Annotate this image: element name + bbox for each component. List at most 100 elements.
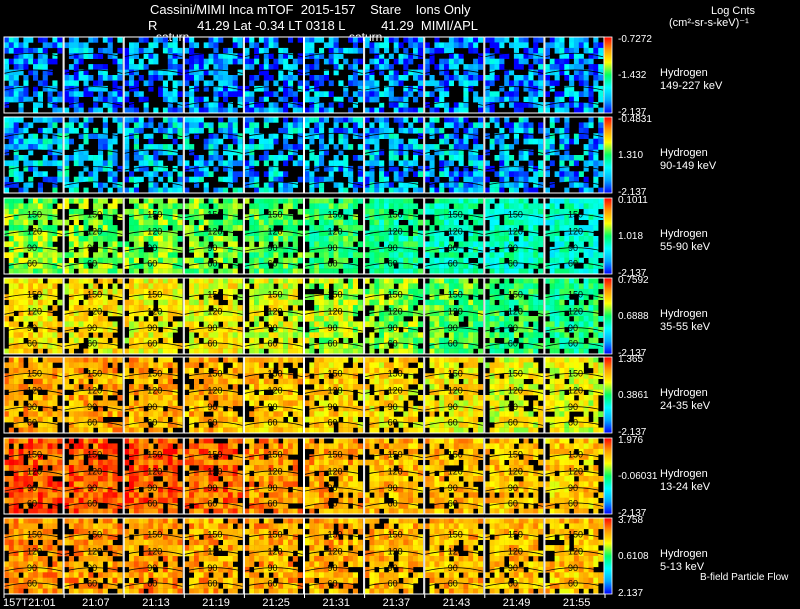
contour-label: 150 xyxy=(267,450,282,460)
heatmap-frame xyxy=(3,116,64,194)
contour-label: 60 xyxy=(27,258,37,268)
heatmap-frame xyxy=(63,116,124,194)
contour-label: 90 xyxy=(568,563,578,573)
heatmap-frame: 150 120 90 60 xyxy=(304,517,365,595)
contour-label: 60 xyxy=(207,578,217,588)
contour-label: 90 xyxy=(207,483,217,493)
contour-label: 60 xyxy=(27,417,37,427)
colorbar xyxy=(603,197,613,275)
contour-label: 60 xyxy=(448,498,458,508)
contour-label: 90 xyxy=(328,243,338,253)
contour-label: 90 xyxy=(27,402,37,412)
contour-label: 90 xyxy=(87,243,97,253)
contour-label: 120 xyxy=(508,466,523,476)
contour-label: 150 xyxy=(328,369,343,379)
heatmap-frame: 150 120 90 60 xyxy=(424,277,485,355)
contour-label: 150 xyxy=(267,530,282,540)
time-tick-label: 21:07 xyxy=(82,597,110,609)
contour-label: 150 xyxy=(207,210,222,220)
time-tick-label: 21:25 xyxy=(262,597,290,609)
heatmap-frame: 150 120 90 60 xyxy=(304,197,365,275)
contour-label: 150 xyxy=(207,450,222,460)
contour-label: 120 xyxy=(87,546,102,556)
contour-label: 60 xyxy=(147,338,157,348)
contour-label: 60 xyxy=(27,498,37,508)
contour-label: 90 xyxy=(568,402,578,412)
contour-label: 150 xyxy=(147,450,162,460)
contour-label: 60 xyxy=(87,498,97,508)
contour-label: 150 xyxy=(448,210,463,220)
time-tick-label: 157T21:01 xyxy=(3,597,56,609)
colorbar-tick-label: -0.7272 xyxy=(618,34,652,45)
colorbar-tick-label: 1.976 xyxy=(618,435,644,446)
contour-label: 120 xyxy=(328,546,343,556)
contour-label: 60 xyxy=(267,338,277,348)
energy-range-label: 13-24 keV xyxy=(660,481,711,493)
contour-label: 150 xyxy=(508,290,523,300)
contour-label: 150 xyxy=(147,210,162,220)
contour-label: 120 xyxy=(27,226,42,236)
species-label: Hydrogen xyxy=(660,468,708,480)
contour-label: 120 xyxy=(207,226,222,236)
heatmap-frame: 150 120 90 60 xyxy=(243,356,304,434)
heatmap-frame: 150 120 90 60 xyxy=(123,517,184,595)
contour-label: 120 xyxy=(147,546,162,556)
contour-label: 120 xyxy=(147,306,162,316)
heatmap-frame: 150 120 90 60 xyxy=(364,517,425,595)
heatmap-frame xyxy=(183,116,244,194)
contour-label: 150 xyxy=(328,290,343,300)
contour-label: 120 xyxy=(568,546,583,556)
heatmap-frame: 150 120 90 60 xyxy=(3,197,64,275)
heatmap-frame: 150 120 90 60 xyxy=(364,356,425,434)
contour-label: 120 xyxy=(388,466,403,476)
heatmap-frame xyxy=(243,116,304,194)
contour-label: 60 xyxy=(328,338,338,348)
contour-label: 120 xyxy=(568,226,583,236)
colorbar-tick-label: 0.3861 xyxy=(618,390,649,401)
contour-label: 120 xyxy=(147,226,162,236)
colorbar-tick-label: 0.6108 xyxy=(618,551,649,562)
contour-label: 150 xyxy=(568,210,583,220)
heatmap-frame: 150 120 90 60 xyxy=(484,517,545,595)
contour-label: 60 xyxy=(328,258,338,268)
time-tick-label: 21:43 xyxy=(442,597,471,609)
heatmap-frame: 150 120 90 60 xyxy=(364,437,425,515)
heatmap-frame xyxy=(424,36,485,114)
contour-label: 60 xyxy=(27,338,37,348)
contour-label: 150 xyxy=(388,290,403,300)
time-tick-label: 21:55 xyxy=(562,597,591,609)
contour-label: 90 xyxy=(267,402,277,412)
contour-label: 150 xyxy=(207,369,222,379)
contour-label: 90 xyxy=(147,483,157,493)
heatmap-frame: 150 120 90 60 xyxy=(183,437,244,515)
heatmap-frame: 150 120 90 60 xyxy=(183,277,244,355)
contour-label: 120 xyxy=(328,226,343,236)
contour-label: 90 xyxy=(267,323,277,333)
heatmap-frame xyxy=(304,36,365,114)
colorbar-tick-label: 0.7592 xyxy=(618,275,649,286)
contour-label: 120 xyxy=(448,385,463,395)
contour-label: 60 xyxy=(27,578,37,588)
contour-label: 120 xyxy=(388,546,403,556)
contour-label: 120 xyxy=(448,466,463,476)
heatmap-frame xyxy=(544,36,605,114)
contour-label: 60 xyxy=(267,258,277,268)
contour-label: 60 xyxy=(448,338,458,348)
contour-label: 120 xyxy=(207,466,222,476)
heatmap-frame xyxy=(63,36,124,114)
contour-label: 150 xyxy=(388,210,403,220)
contour-label: 120 xyxy=(508,385,523,395)
species-label: Hydrogen xyxy=(660,387,708,399)
contour-label: 90 xyxy=(508,563,518,573)
contour-label: 150 xyxy=(448,369,463,379)
contour-label: 120 xyxy=(508,226,523,236)
heatmap-frame: 150 120 90 60 xyxy=(544,517,605,595)
time-tick-label: 21:19 xyxy=(202,597,230,609)
time-tick-label: 21:31 xyxy=(322,597,351,609)
heatmap-frame xyxy=(123,36,184,114)
colorbar-tick-label: -2.137 xyxy=(618,107,647,118)
contour-label: 150 xyxy=(87,369,102,379)
contour-label: 60 xyxy=(568,417,578,427)
contour-label: 90 xyxy=(87,483,97,493)
